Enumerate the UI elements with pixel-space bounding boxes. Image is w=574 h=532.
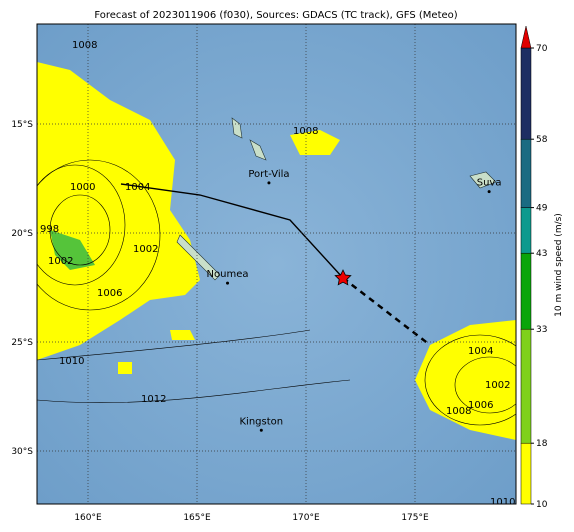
place-label: Kingston bbox=[240, 416, 284, 427]
colorbar-segment bbox=[520, 252, 532, 330]
contour-label: 1010 bbox=[490, 497, 515, 508]
colorbar-segment bbox=[520, 328, 532, 444]
colorbar-segment bbox=[520, 207, 532, 254]
lon-tick-label: 175°E bbox=[401, 513, 429, 523]
contour-label: 1002 bbox=[48, 256, 73, 267]
map-area: 1008 1008 1000 1004 998 1002 1002 1006 1… bbox=[37, 24, 516, 508]
title: Forecast of 2023011906 (f030), Sources: … bbox=[94, 10, 457, 21]
place-label: Suva bbox=[477, 178, 502, 189]
contour-label: 1004 bbox=[125, 182, 150, 193]
contour-label: 1006 bbox=[97, 288, 122, 299]
colorbar-tick-label: 49 bbox=[536, 204, 548, 214]
colorbar-segment bbox=[520, 47, 532, 140]
map-frame bbox=[36, 23, 517, 505]
place-marker bbox=[267, 181, 271, 185]
contour-label: 1000 bbox=[70, 182, 95, 193]
colorbar-tick-label: 33 bbox=[536, 325, 547, 335]
contour-label: 1008 bbox=[293, 126, 318, 137]
contour-label: 1002 bbox=[485, 380, 510, 391]
lat-tick-label: 25°S bbox=[11, 338, 33, 348]
colorbar-tick-label: 58 bbox=[536, 135, 548, 145]
colorbar-tick-label: 10 bbox=[536, 500, 548, 510]
lat-tick-label: 15°S bbox=[11, 120, 33, 130]
colorbar-segment bbox=[520, 442, 532, 505]
place-marker bbox=[259, 428, 263, 432]
contour-label: 1012 bbox=[141, 394, 166, 405]
colorbar-tick-label: 18 bbox=[536, 439, 548, 449]
lat-tick-label: 20°S bbox=[11, 229, 33, 239]
contour-label: 1008 bbox=[446, 406, 471, 417]
place-marker bbox=[226, 281, 230, 285]
contour-label: 1006 bbox=[468, 400, 493, 411]
colorbar-label: 10 m wind speed (m/s) bbox=[554, 213, 564, 317]
lon-tick-label: 165°E bbox=[183, 513, 211, 523]
colorbar-tick-label: 70 bbox=[536, 44, 548, 54]
contour-label: 998 bbox=[40, 224, 59, 235]
place-label: Noumea bbox=[207, 269, 249, 280]
lat-tick-label: 30°S bbox=[11, 447, 33, 457]
place-marker bbox=[487, 190, 491, 194]
contour-label: 1008 bbox=[72, 40, 97, 51]
contour-label: 1010 bbox=[59, 356, 84, 367]
contour-label: 1002 bbox=[133, 244, 158, 255]
contour-labels: 1008 1008 1000 1004 998 1002 1002 1006 1… bbox=[40, 40, 515, 508]
contour-label: 1004 bbox=[468, 346, 493, 357]
colorbar-tick-label: 43 bbox=[536, 249, 547, 259]
lon-tick-label: 170°E bbox=[292, 513, 320, 523]
colorbar-segment bbox=[520, 138, 532, 208]
place-label: Port-Vila bbox=[248, 169, 289, 180]
lon-tick-label: 160°E bbox=[74, 513, 102, 523]
colorbar-extend bbox=[520, 25, 532, 49]
